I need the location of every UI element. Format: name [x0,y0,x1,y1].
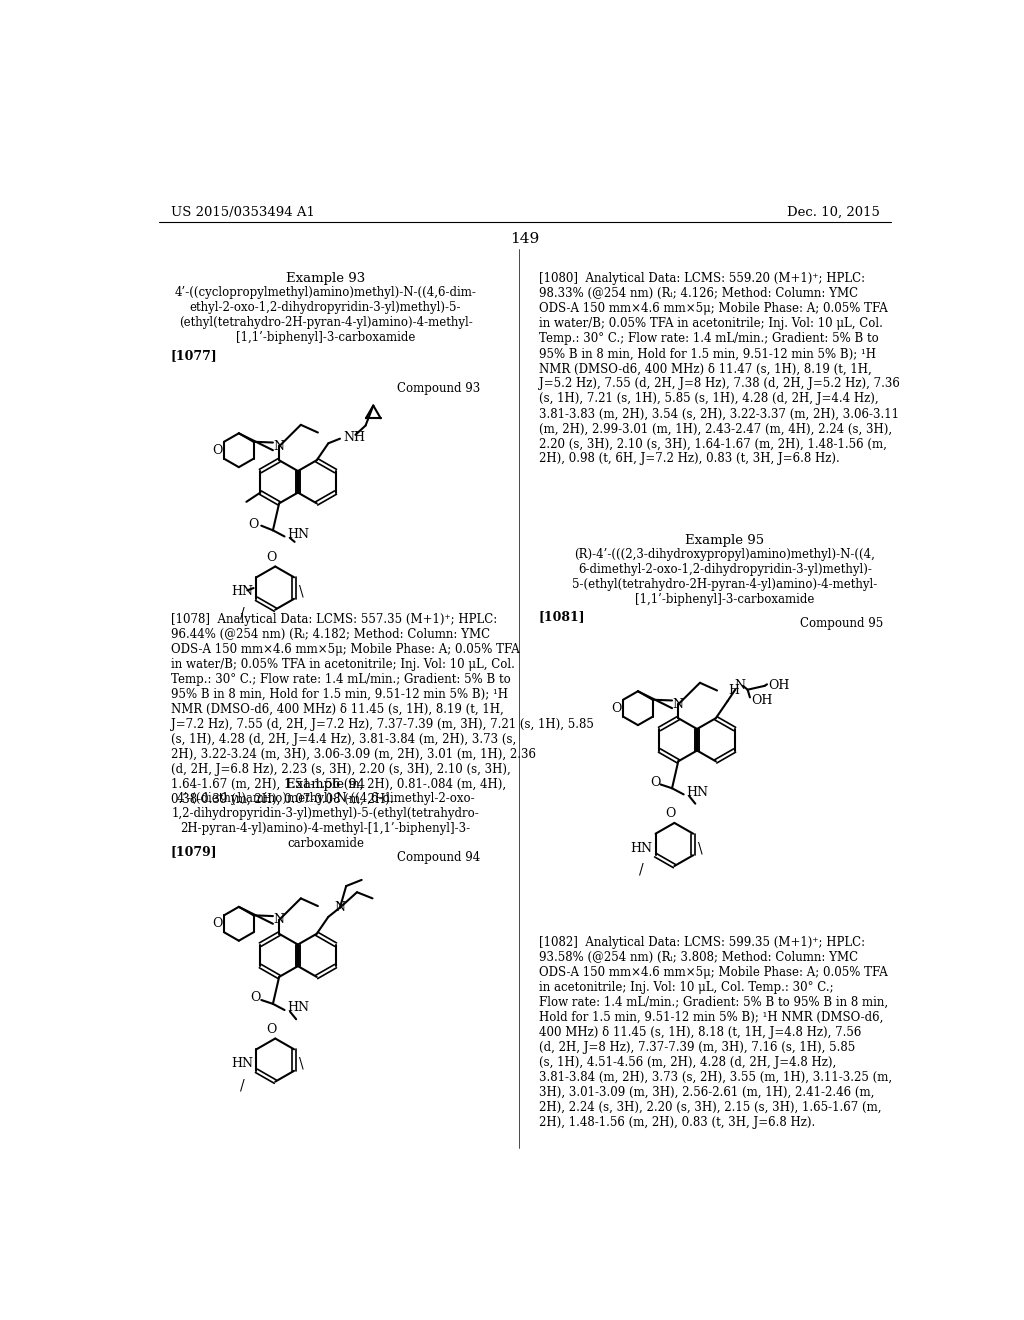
Text: O: O [266,1023,276,1036]
Text: [1081]: [1081] [539,610,586,623]
Text: HN: HN [686,785,708,799]
Text: OH: OH [769,680,790,693]
Text: Compound 94: Compound 94 [397,851,480,865]
Text: Dec. 10, 2015: Dec. 10, 2015 [786,206,880,219]
Text: O: O [249,517,259,531]
Text: Example 95: Example 95 [685,535,764,548]
Text: [1080]  Analytical Data: LCMS: 559.20 (M+1)⁺; HPLC:
98.33% (@254 nm) (Rᵢ; 4.126;: [1080] Analytical Data: LCMS: 559.20 (M+… [539,272,900,466]
Text: 149: 149 [510,231,540,246]
Text: N: N [273,913,285,927]
Text: \: \ [299,1057,303,1071]
Text: Compound 95: Compound 95 [801,616,884,630]
Text: O: O [650,776,660,788]
Text: \: \ [299,585,303,599]
Text: \: \ [697,841,702,855]
Text: N: N [335,902,345,915]
Text: O: O [266,550,276,564]
Text: NH: NH [344,430,366,444]
Text: N: N [673,698,684,711]
Text: O: O [611,702,622,714]
Text: HN: HN [287,1001,309,1014]
Text: /: / [240,1078,245,1093]
Text: O: O [251,991,261,1005]
Text: HN: HN [231,1057,253,1071]
Text: OH: OH [752,694,773,708]
Text: Example 94: Example 94 [286,779,366,791]
Text: /: / [639,863,643,876]
Text: N: N [734,680,745,693]
Text: 4’-((cyclopropylmethyl)amino)methyl)-N-((4,6-dim-
ethyl-2-oxo-1,2-dihydropyridin: 4’-((cyclopropylmethyl)amino)methyl)-N-(… [175,286,476,345]
Text: O: O [212,444,222,457]
Text: US 2015/0353494 A1: US 2015/0353494 A1 [171,206,314,219]
Text: [1079]: [1079] [171,845,217,858]
Text: HN: HN [287,528,309,541]
Text: N: N [273,440,285,453]
Text: [1082]  Analytical Data: LCMS: 599.35 (M+1)⁺; HPLC:
93.58% (@254 nm) (Rᵢ; 3.808;: [1082] Analytical Data: LCMS: 599.35 (M+… [539,936,892,1129]
Text: 4’-((diethyl)amino)methyl)-N-((4,6-dimethyl-2-oxo-
1,2-dihydropyridin-3-yl)methy: 4’-((diethyl)amino)methyl)-N-((4,6-dimet… [172,792,479,850]
Text: O: O [212,917,222,931]
Text: H: H [728,684,739,697]
Text: HN: HN [231,585,253,598]
Text: HN: HN [630,842,652,855]
Text: [1077]: [1077] [171,350,217,363]
Text: [1078]  Analytical Data: LCMS: 557.35 (M+1)⁺; HPLC:
96.44% (@254 nm) (Rᵢ; 4.182;: [1078] Analytical Data: LCMS: 557.35 (M+… [171,612,594,805]
Text: Example 93: Example 93 [286,272,366,285]
Text: O: O [666,807,676,820]
Text: /: / [240,606,245,620]
Text: Compound 93: Compound 93 [397,381,480,395]
Text: (R)-4’-(((2,3-dihydroxypropyl)amino)methyl)-N-((4,
6-dimethyl-2-oxo-1,2-dihydrop: (R)-4’-(((2,3-dihydroxypropyl)amino)meth… [572,548,878,606]
